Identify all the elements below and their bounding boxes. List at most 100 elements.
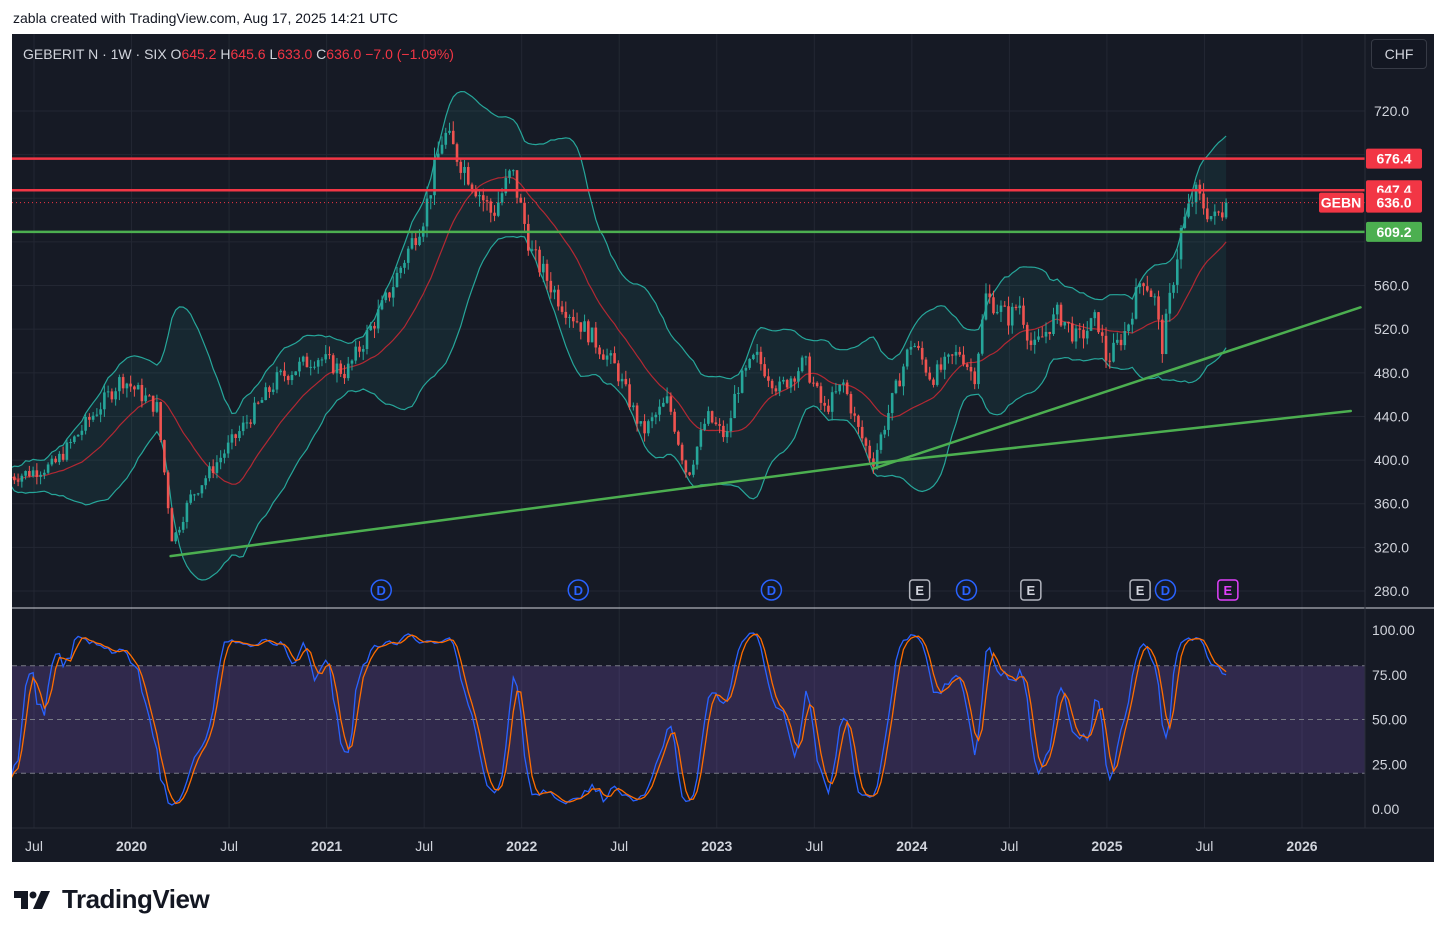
candle (1149, 288, 1153, 298)
candle (894, 378, 898, 395)
candle (204, 475, 207, 490)
candle (440, 136, 444, 155)
candle (1048, 331, 1052, 340)
candle (515, 170, 519, 204)
earnings-marker[interactable]: E (1217, 579, 1239, 601)
candle (144, 387, 147, 404)
candle (785, 378, 789, 390)
candle (159, 401, 162, 443)
candle (1176, 249, 1179, 294)
candle (1014, 304, 1018, 311)
candle (624, 370, 628, 387)
candle (1022, 297, 1025, 329)
candle (1127, 323, 1130, 336)
candle (718, 418, 721, 434)
candle (1194, 182, 1198, 215)
candle (1119, 334, 1123, 351)
candle (384, 288, 388, 303)
candle (939, 357, 943, 373)
candle (313, 361, 316, 370)
dividend-marker[interactable]: D (955, 579, 978, 601)
candle (223, 449, 226, 464)
tradingview-brand: TradingView (14, 884, 210, 915)
candle (339, 360, 343, 377)
chart-canvas[interactable]: D D D E D E E D E 720.0 560.0 520.0 480.0 440.0 400.0… (12, 34, 1434, 862)
candle (958, 346, 962, 357)
candle (466, 162, 470, 186)
dividend-marker[interactable]: D (567, 579, 590, 601)
candle (924, 357, 928, 377)
candle (808, 352, 811, 384)
candle (613, 346, 616, 364)
dividend-marker[interactable]: D (370, 579, 392, 601)
earnings-marker[interactable]: E (908, 579, 931, 601)
candle (365, 324, 369, 355)
candle (920, 341, 924, 365)
candle (602, 349, 605, 360)
candle (448, 122, 451, 135)
candle (358, 341, 361, 358)
candle (703, 418, 706, 432)
price-tag-609.2: 609.2 (1366, 221, 1422, 242)
horizontal-lines (12, 157, 1365, 234)
candle (1040, 326, 1044, 338)
candle (898, 373, 901, 387)
candle (1115, 332, 1119, 345)
candle (80, 425, 84, 441)
candle (763, 357, 766, 378)
currency-button[interactable]: CHF (1371, 39, 1427, 69)
candle (433, 147, 436, 206)
close-value: 636.0 (326, 46, 362, 62)
candle (815, 381, 819, 388)
time-tick-label: Jul (220, 838, 238, 854)
candle (163, 439, 166, 476)
candle (241, 415, 245, 436)
candle (819, 382, 823, 411)
svg-text:E: E (1027, 583, 1036, 598)
candle (35, 463, 39, 485)
candle (39, 471, 42, 485)
candle (1160, 314, 1164, 363)
stoch-d-line (12, 633, 1227, 805)
candle (166, 470, 170, 514)
symbol-price-tag: GEBN (1319, 192, 1364, 213)
candle (245, 414, 249, 429)
candle (129, 375, 132, 392)
candle (677, 430, 680, 446)
open-value: 645.2 (181, 46, 217, 62)
candle (748, 358, 751, 370)
earnings-marker[interactable]: E (1129, 579, 1151, 601)
candle (219, 450, 222, 470)
dividend-marker[interactable]: D (1154, 579, 1177, 601)
candle (489, 198, 493, 223)
candle (425, 186, 429, 238)
candle (1033, 331, 1037, 354)
earnings-marker[interactable]: E (1020, 579, 1042, 601)
candle (744, 365, 748, 377)
candle (279, 369, 282, 376)
candle (534, 240, 538, 261)
candle (729, 410, 733, 438)
price-tag-676.4: 676.4 (1366, 148, 1422, 169)
candle (133, 385, 136, 397)
candle (695, 446, 699, 470)
stoch-tick-label: 100.00 (1372, 622, 1415, 638)
candle (373, 321, 376, 339)
candle (125, 382, 129, 398)
candle (609, 350, 613, 365)
candle (238, 425, 241, 442)
stoch-tick-label: 75.00 (1372, 667, 1407, 683)
candle (857, 414, 860, 435)
low-label: L (269, 46, 278, 62)
candle (965, 362, 969, 371)
dividend-marker[interactable]: D (760, 579, 783, 601)
candle (226, 435, 230, 458)
candle (530, 240, 534, 252)
candle (178, 526, 181, 536)
candle (455, 142, 459, 167)
price-tick-label: 560.0 (1374, 278, 1409, 294)
candle (1224, 198, 1228, 220)
candle (1108, 352, 1112, 369)
candle (1123, 321, 1127, 350)
chart-frame[interactable]: D D D E D E E D E 720.0 560.0 520.0 480.0 440.0 400.0… (12, 34, 1434, 862)
